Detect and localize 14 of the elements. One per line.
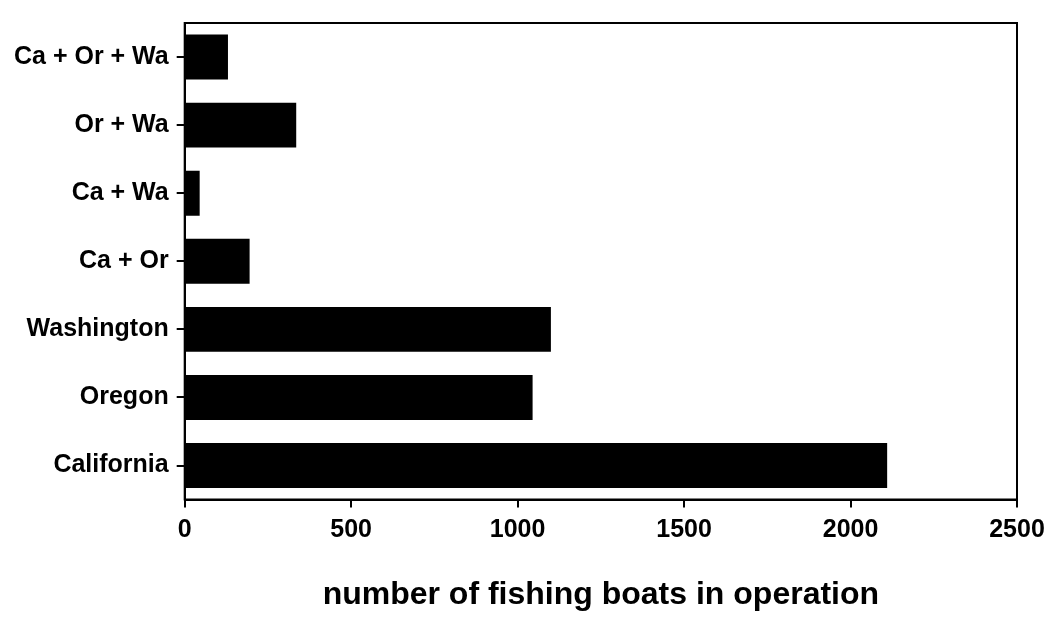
- y-tick-label: Or + Wa: [74, 109, 170, 138]
- x-tick-label: 1000: [489, 514, 546, 543]
- x-tick-label: 2500: [989, 514, 1045, 543]
- x-tick-label: 500: [330, 514, 373, 543]
- y-tick-label: Ca + Wa: [71, 177, 170, 206]
- y-tick-label: California: [53, 449, 170, 478]
- x-tick-label: 2000: [822, 514, 879, 543]
- y-tick-label: Oregon: [79, 381, 169, 410]
- y-tick-label: Washington: [26, 313, 169, 342]
- y-tick-label: Ca + Or + Wa: [14, 40, 170, 69]
- x-tick-label: 0: [177, 514, 192, 543]
- y-tick-label: Ca + Or: [79, 245, 169, 274]
- x-tick-label: 1500: [656, 514, 712, 543]
- x-axis-title: number of fishing boats in operation: [322, 574, 880, 611]
